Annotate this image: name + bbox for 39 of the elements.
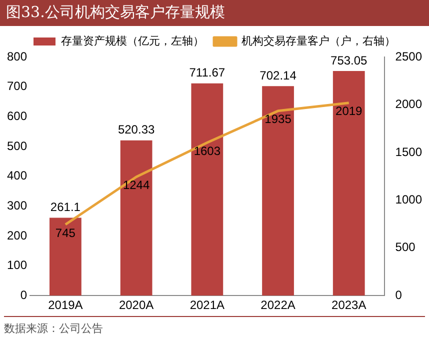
legend-label: 存量资产规模（亿元，左轴） — [61, 34, 204, 48]
data-label: 1244 — [122, 178, 150, 192]
y-tick-label: 300 — [6, 198, 28, 212]
y2-tick-label: 2500 — [395, 49, 422, 64]
data-label: 261.1 — [50, 200, 81, 214]
data-label: 1935 — [264, 112, 292, 126]
data-label: 2019 — [336, 104, 363, 118]
data-label: 520.33 — [118, 122, 155, 137]
data-label: 711.67 — [189, 66, 226, 80]
y-tick-label: 400 — [6, 168, 28, 183]
y2-tick-label: 1500 — [395, 144, 422, 159]
data-label: 702.14 — [260, 68, 297, 82]
x-tick-label: 2021A — [190, 298, 225, 312]
y-tick-label: 600 — [6, 108, 28, 123]
x-tick-label: 2022A — [260, 298, 296, 312]
bar — [50, 218, 82, 296]
data-label: 1603 — [194, 144, 221, 158]
x-tick-label: 2023A — [332, 298, 366, 312]
y-tick-label: 100 — [6, 258, 28, 272]
y2-tick-label: 500 — [395, 240, 416, 254]
bar — [191, 83, 224, 296]
y-tick-label: 700 — [6, 79, 28, 94]
y-tick-label: 500 — [6, 138, 28, 153]
y-tick-label: 800 — [6, 49, 28, 64]
x-tick-label: 2020A — [118, 298, 154, 312]
source-note: 数据来源：公司公告 — [4, 322, 103, 335]
bar — [120, 140, 152, 296]
chart-title: 图33.公司机构交易客户存量规模 — [0, 0, 429, 26]
data-label: 753.05 — [330, 53, 368, 68]
y2-tick-label: 1000 — [395, 192, 422, 206]
y-tick-label: 0 — [20, 288, 28, 302]
y-tick-label: 200 — [6, 228, 28, 242]
x-tick-label: 2019A — [48, 298, 83, 312]
bar — [332, 71, 365, 296]
y2-tick-label: 0 — [395, 288, 402, 302]
bar — [262, 86, 294, 296]
data-label: 745 — [55, 226, 76, 240]
legend-label: 机构交易存量客户（户，右轴） — [242, 34, 396, 48]
y2-tick-label: 2000 — [395, 97, 422, 112]
